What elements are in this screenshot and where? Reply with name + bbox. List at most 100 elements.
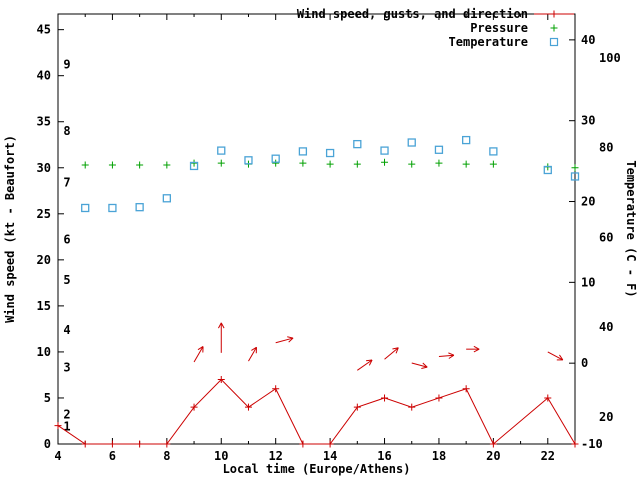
x-tick-label: 12 <box>268 449 282 463</box>
pressure-point <box>326 160 334 168</box>
gust-arrow-head <box>559 354 564 361</box>
gust-direction-arrow <box>384 347 399 360</box>
gust-arrow-head <box>288 337 294 343</box>
wind-speed-point <box>272 385 280 393</box>
legend-label: Wind speed, gusts, and direction <box>297 7 528 21</box>
wind-speed-line <box>57 378 576 445</box>
y-right-tick-label-celsius: 0 <box>581 356 588 370</box>
beaufort-label: 1 <box>63 420 70 434</box>
legend-label: Temperature <box>449 35 528 49</box>
y-right-tick-label-celsius: 30 <box>581 114 595 128</box>
temperature-point <box>570 172 580 181</box>
pressure-point <box>136 161 144 169</box>
beaufort-label: 2 <box>63 408 70 422</box>
legend-sample-marker-wind <box>550 10 558 18</box>
gust-arrow-head <box>421 366 428 369</box>
x-tick-label: 20 <box>486 449 500 463</box>
y-right-tick-label-fahrenheit: 40 <box>599 320 613 334</box>
legend-sample-marker-temperature <box>549 37 559 47</box>
beaufort-label: 7 <box>63 176 70 190</box>
pressure-point <box>435 159 443 167</box>
y-left-tick-label: 0 <box>44 437 51 451</box>
y-left-tick-label: 10 <box>37 345 51 359</box>
plot-border <box>57 13 576 445</box>
temperature-point <box>380 146 389 155</box>
pressure-point <box>571 164 579 172</box>
wind-speed-point <box>244 403 252 411</box>
pressure-point <box>108 161 116 169</box>
wind-speed-point <box>462 385 470 393</box>
pressure-point <box>299 159 307 167</box>
x-tick-label: 4 <box>54 449 61 463</box>
temperature-point <box>298 147 308 156</box>
y-right-tick-label-fahrenheit: 100 <box>599 51 621 65</box>
y-right-axis-title: Temperature (C - F) <box>624 160 638 297</box>
wind-speed-point <box>217 376 225 384</box>
temperature-point <box>135 203 144 212</box>
pressure-point <box>381 158 389 166</box>
pressure-point <box>163 161 171 169</box>
gust-direction-arrow <box>275 337 294 344</box>
wind-speed-point <box>408 403 416 411</box>
gust-arrow-head <box>395 347 399 354</box>
y-left-tick-label: 45 <box>37 23 51 37</box>
beaufort-label: 9 <box>63 58 70 72</box>
y-right-tick-label-celsius: -10 <box>581 437 603 451</box>
x-tick-label: 16 <box>377 449 391 463</box>
temperature-point <box>108 203 117 213</box>
temperature-point <box>189 161 199 171</box>
beaufort-label: 6 <box>63 233 70 247</box>
legend-sample-marker-pressure <box>550 24 558 32</box>
gust-arrow-head <box>251 346 257 351</box>
pressure-point <box>353 160 361 168</box>
wind-speed-point <box>326 440 334 448</box>
beaufort-label: 3 <box>63 361 70 375</box>
x-tick-label: 14 <box>323 449 337 463</box>
temperature-point <box>162 194 171 203</box>
y-right-tick-label-celsius: 10 <box>581 275 595 289</box>
y-left-tick-label: 35 <box>37 115 51 129</box>
y-right-tick-label-fahrenheit: 20 <box>599 410 613 424</box>
temperature-point <box>489 147 498 156</box>
temperature-point <box>407 138 416 147</box>
temperature-point <box>81 203 90 213</box>
x-tick-label: 22 <box>541 449 555 463</box>
x-axis-title: Local time (Europe/Athens) <box>223 462 411 476</box>
gust-arrow-head <box>287 336 294 339</box>
gust-direction-arrow <box>193 346 204 363</box>
x-tick-label: 6 <box>109 449 116 463</box>
legend-label: Pressure <box>470 21 528 35</box>
temperature-point <box>462 135 471 145</box>
temperature-point <box>217 146 226 155</box>
pressure-point <box>462 160 470 168</box>
pressure-point <box>408 160 416 168</box>
x-tick-label: 18 <box>432 449 446 463</box>
y-left-axis-title: Wind speed (kt - Beaufort) <box>3 135 17 323</box>
beaufort-label: 5 <box>63 273 70 287</box>
temperature-point <box>434 145 444 154</box>
temperature-point <box>325 148 335 158</box>
wind-speed-point <box>190 403 198 411</box>
y-left-tick-label: 15 <box>37 299 51 313</box>
x-tick-label: 8 <box>163 449 170 463</box>
gust-direction-arrow <box>438 354 454 358</box>
gust-direction-arrow <box>547 351 564 361</box>
gust-direction-arrow <box>357 359 373 371</box>
gust-arrow-head <box>220 322 225 329</box>
wind-speed-point <box>435 394 443 402</box>
gust-arrow-head <box>473 348 480 353</box>
y-right-tick-label-fahrenheit: 60 <box>599 230 613 244</box>
wind-speed-point <box>571 440 579 448</box>
gust-arrow-head <box>448 352 455 356</box>
y-left-tick-label: 40 <box>37 69 51 83</box>
gust-arrow-head <box>473 345 480 350</box>
temperature-point <box>353 139 362 149</box>
y-left-tick-label: 25 <box>37 207 51 221</box>
gust-arrow-head <box>422 362 428 368</box>
wind-speed-point <box>81 440 89 448</box>
pressure-point <box>190 159 198 167</box>
y-right-tick-label-celsius: 20 <box>581 195 595 209</box>
pressure-point <box>272 159 280 167</box>
wind-speed-point <box>544 394 552 402</box>
